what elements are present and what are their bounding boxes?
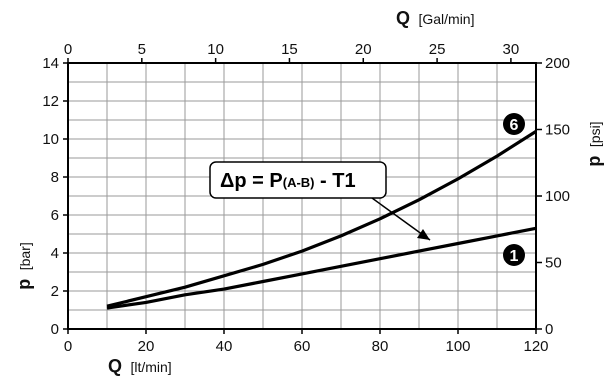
top-tick-label: 0	[64, 41, 72, 58]
x-tick-label: 80	[372, 338, 389, 355]
x-axis-title: Q [lt/min]	[108, 356, 172, 376]
top-tick-label: 15	[281, 41, 298, 58]
y-tick-label: 0	[51, 321, 59, 338]
top-tick-label: 20	[355, 41, 372, 58]
top-tick-label: 10	[207, 41, 224, 58]
top-tick-label: 5	[138, 41, 146, 58]
x-tick-label: 60	[294, 338, 311, 355]
series-badge-6	[503, 113, 525, 135]
x-tick-label: 20	[138, 338, 155, 355]
y-tick-label: 10	[42, 131, 59, 148]
right-tick-label: 200	[545, 55, 570, 72]
y-tick-label: 8	[51, 169, 59, 186]
y-tick-label: 4	[51, 245, 59, 262]
y-tick-label: 14	[42, 55, 59, 72]
annotation-lhs: Δp = P	[220, 170, 283, 192]
right-tick-label: 0	[545, 321, 553, 338]
top-tick-label: 30	[503, 41, 520, 58]
annotation-rhs: - T1	[315, 170, 356, 192]
annotation-arrow-head	[417, 229, 430, 240]
series-line-1	[106, 226, 537, 310]
series-line-6	[106, 130, 537, 308]
x-tick-label: 40	[216, 338, 233, 355]
series-badge-label-6: 6	[510, 117, 519, 134]
y-tick-label: 6	[51, 207, 59, 224]
x-tick-label: 0	[64, 338, 72, 355]
annotation-box	[209, 161, 387, 199]
x-tick-label: 100	[445, 338, 470, 355]
annotation-subscript: (A-B)	[283, 175, 315, 190]
top-axis-title: Q [Gal/min]	[396, 8, 474, 28]
right-tick-label: 50	[545, 255, 562, 272]
top-tick-label: 25	[429, 41, 446, 58]
series-badge-label-1: 1	[510, 248, 519, 265]
y-axis-title: p [bar]	[14, 242, 34, 289]
annotation-formula: Δp = P(A-B) - T1	[220, 170, 356, 192]
right-tick-label: 150	[545, 122, 570, 139]
y-tick-label: 2	[51, 283, 59, 300]
right-axis-title: p [psi]	[584, 121, 604, 166]
grid-lines	[68, 63, 536, 329]
delta-p-annotation: Δp = P(A-B) - T1	[209, 161, 431, 241]
right-tick-label: 100	[545, 188, 570, 205]
x-tick-label: 120	[523, 338, 548, 355]
y-tick-label: 12	[42, 93, 59, 110]
series-lines: 61	[106, 113, 537, 310]
series-badge-1	[503, 244, 525, 266]
